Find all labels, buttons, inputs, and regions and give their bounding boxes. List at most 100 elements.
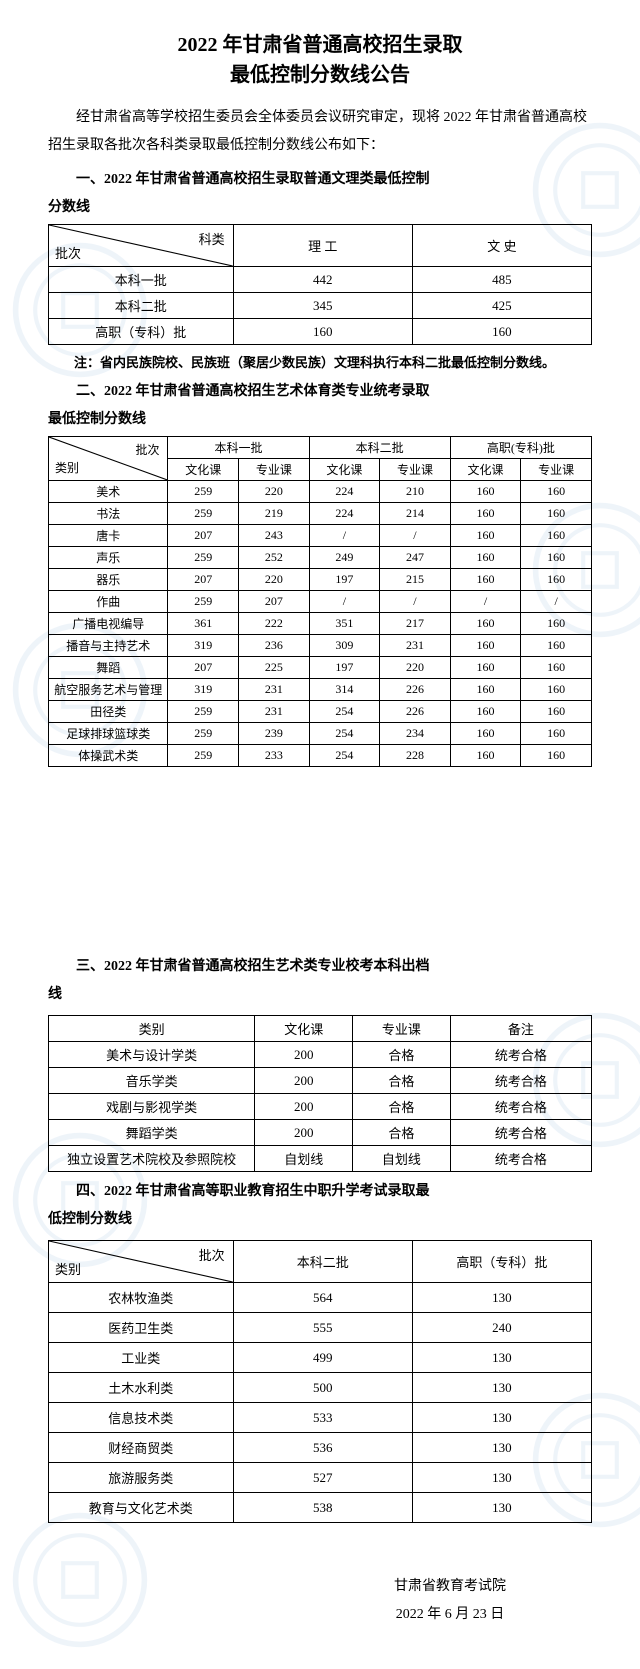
t2-cell: / [380,525,451,547]
t2-cell: 160 [521,745,592,767]
t2-cell: 160 [450,569,521,591]
t2-cell: 210 [380,481,451,503]
t2-cell: 351 [309,613,380,635]
t1-r0-v1: 485 [412,267,591,293]
section2-cont: 最低控制分数线 [48,406,592,434]
title-line2: 最低控制分数线公告 [230,64,410,86]
t2-s1: 专业课 [239,459,310,481]
t4-cell: 130 [412,1343,591,1373]
t4-cell: 538 [233,1493,412,1523]
t4-row-label: 农林牧渔类 [49,1283,234,1313]
t2-cell: 247 [380,547,451,569]
t2-cell: 215 [380,569,451,591]
t4-cell: 555 [233,1313,412,1343]
t3-c1: 文化课 [255,1016,353,1042]
t2-row-label: 播音与主持艺术 [49,635,168,657]
t3-cell: 200 [255,1094,353,1120]
t2-cell: 231 [239,701,310,723]
t2-cell: 228 [380,745,451,767]
t2-cell: 219 [239,503,310,525]
t2-row-label: 航空服务艺术与管理 [49,679,168,701]
t1-r0-v0: 442 [233,267,412,293]
t1-diag-row: 批次 [55,243,81,262]
t3-c0: 类别 [49,1016,255,1042]
t4-cell: 130 [412,1493,591,1523]
t4-row-label: 旅游服务类 [49,1463,234,1493]
t4-row-label: 信息技术类 [49,1403,234,1433]
t2-cell: 226 [380,701,451,723]
t2-cell: 214 [380,503,451,525]
t2-cell: 160 [450,525,521,547]
t2-cell: 197 [309,657,380,679]
t2-row-label: 器乐 [49,569,168,591]
t1-col0: 理 工 [233,225,412,267]
t2-cell: 207 [168,657,239,679]
t2-row-label: 舞蹈 [49,657,168,679]
t2-row-label: 声乐 [49,547,168,569]
t2-cell: / [380,591,451,613]
t1-r1-label: 本科二批 [49,293,234,319]
t2-cell: 254 [309,701,380,723]
t2-cell: 231 [380,635,451,657]
t2-cell: 259 [168,701,239,723]
t2-cell: 236 [239,635,310,657]
t2-s4: 文化课 [450,459,521,481]
t3-cell: 合格 [353,1042,451,1068]
t4-row-label: 教育与文化艺术类 [49,1493,234,1523]
t2-cell: / [309,525,380,547]
t2-cell: 226 [380,679,451,701]
t2-cell: 207 [168,525,239,547]
t2-cell: 243 [239,525,310,547]
t2-cell: 222 [239,613,310,635]
t3-cell: 统考合格 [450,1094,591,1120]
t3-cell: 统考合格 [450,1146,591,1172]
t2-cell: 207 [239,591,310,613]
t2-cell: 259 [168,591,239,613]
section1-note: 注：省内民族院校、民族班（聚居少数民族）文理科执行本科二批最低控制分数线。 [48,351,592,374]
page-title: 2022 年甘肃省普通高校招生录取 最低控制分数线公告 [48,30,592,90]
t2-cell: 259 [168,745,239,767]
t2-cell: 249 [309,547,380,569]
t1-r1-v0: 345 [233,293,412,319]
t2-cell: / [450,591,521,613]
t2-cell: 220 [380,657,451,679]
t2-cell: 259 [168,547,239,569]
t2-cell: 220 [239,481,310,503]
t2-g0: 本科一批 [168,437,309,459]
t2-row-label: 书法 [49,503,168,525]
t3-cell: 合格 [353,1094,451,1120]
section4-cont: 低控制分数线 [48,1206,592,1234]
t2-cell: 220 [239,569,310,591]
t2-cell: 160 [450,503,521,525]
t4-cell: 500 [233,1373,412,1403]
t4-diag-row: 类别 [55,1259,81,1278]
t3-cell: 美术与设计学类 [49,1042,255,1068]
t2-row-label: 体操武术类 [49,745,168,767]
t2-cell: 259 [168,481,239,503]
t2-cell: 225 [239,657,310,679]
t2-cell: 160 [521,481,592,503]
section3-head: 三、2022 年甘肃省普通高校招生艺术类专业校考本科出档 [48,953,592,981]
t2-row-label: 作曲 [49,591,168,613]
t3-cell: 统考合格 [450,1042,591,1068]
t4-cell: 533 [233,1403,412,1433]
t2-row-label: 田径类 [49,701,168,723]
t2-cell: 160 [521,547,592,569]
t3-cell: 舞蹈学类 [49,1120,255,1146]
t2-cell: 252 [239,547,310,569]
t2-cell: 160 [521,503,592,525]
t2-cell: 259 [168,723,239,745]
t3-cell: 200 [255,1120,353,1146]
t2-cell: 160 [521,525,592,547]
t4-row-label: 医药卫生类 [49,1313,234,1343]
t3-cell: 200 [255,1068,353,1094]
t2-cell: 233 [239,745,310,767]
t4-cell: 130 [412,1403,591,1433]
footer-date: 2022 年 6 月 23 日 [308,1601,592,1629]
table1: 科类 批次 理 工 文 史 本科一批442485 本科二批345425 高职（专… [48,224,592,345]
t2-cell: 224 [309,503,380,525]
t2-cell: 254 [309,723,380,745]
t4-cell: 130 [412,1433,591,1463]
t2-cell: 160 [521,635,592,657]
footer: 甘肃省教育考试院 2022 年 6 月 23 日 [48,1573,592,1629]
